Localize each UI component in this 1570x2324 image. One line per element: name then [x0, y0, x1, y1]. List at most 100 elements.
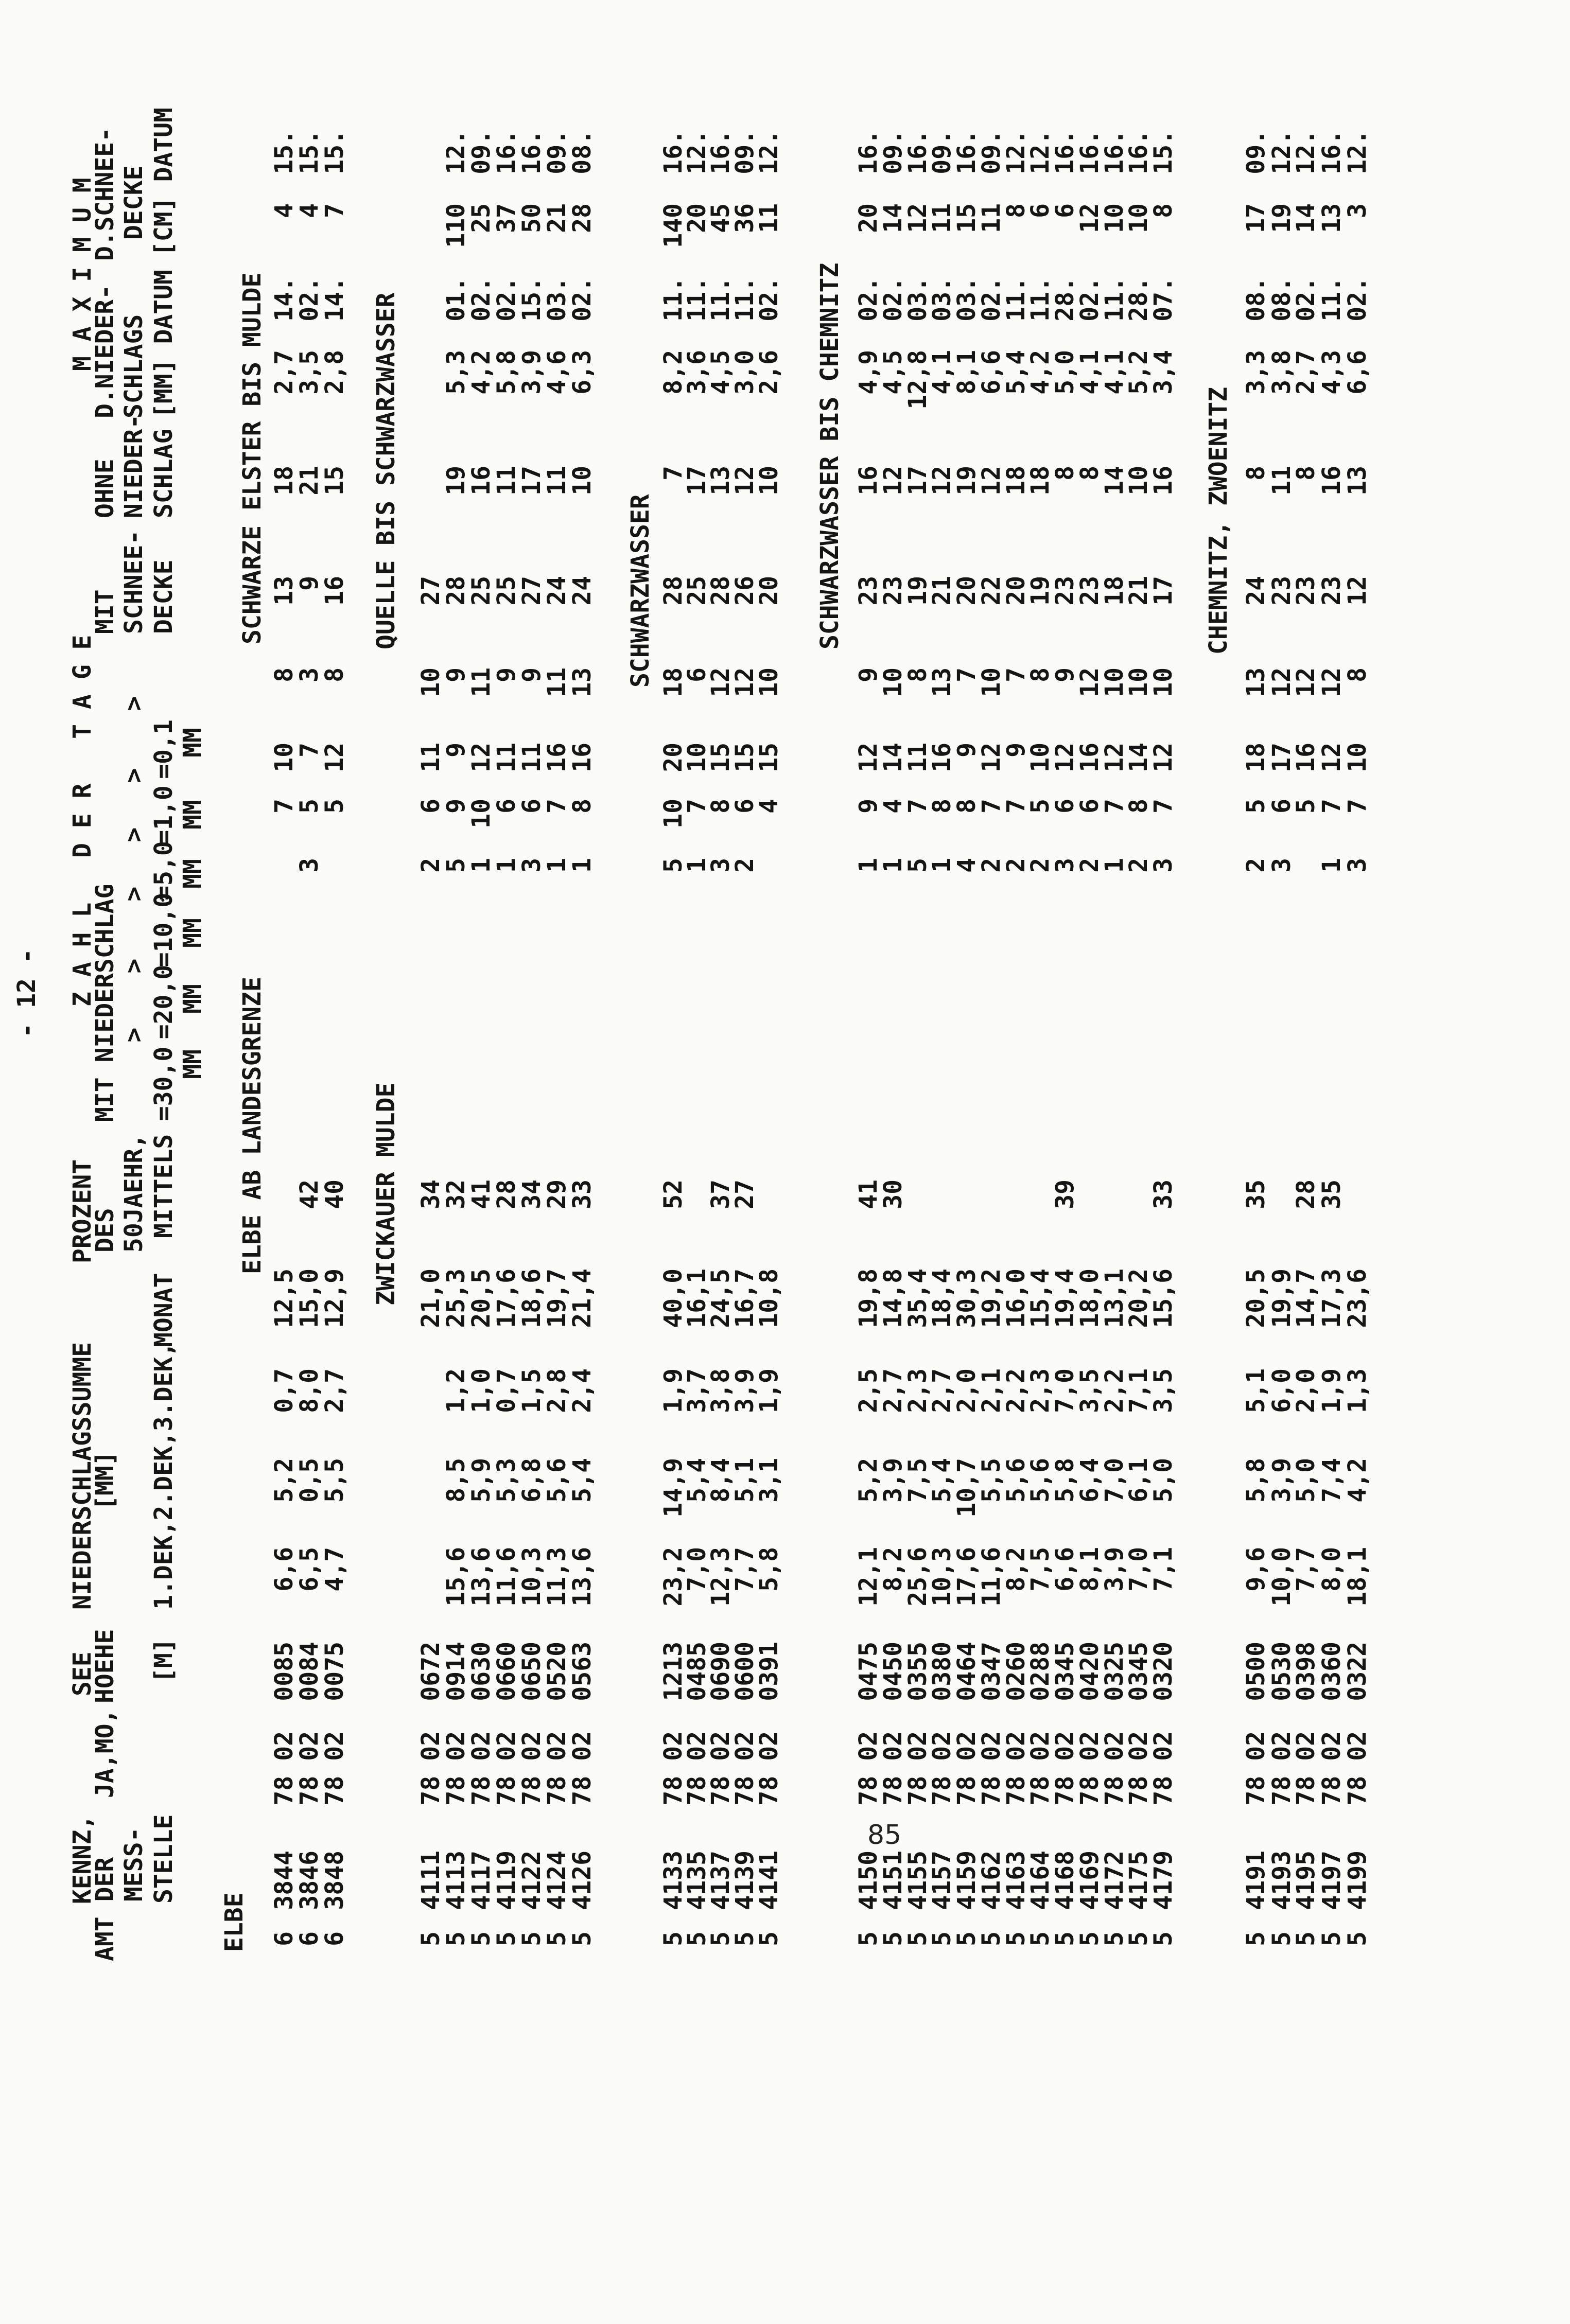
cell-seehoehe: 0485: [683, 1642, 711, 1701]
cell-max-schneedecke: 10: [1100, 203, 1129, 233]
cell-dek3: 1,0: [467, 1368, 496, 1413]
cell-max-niederschlag: 12,8: [903, 350, 932, 410]
cell-tage-col1: 4: [952, 858, 981, 873]
cell-max-niederschlag: 3,0: [730, 350, 759, 395]
cell-monat: 17,3: [1317, 1269, 1346, 1328]
cell-seehoehe: 0075: [320, 1642, 349, 1701]
cell-seehoehe: 0345: [1124, 1642, 1153, 1701]
cell-monat: 25,3: [442, 1269, 470, 1328]
threshold-sym: >: [119, 696, 148, 711]
cell-tage-col2: 6: [492, 799, 521, 814]
cell-dek2: 5,4: [683, 1458, 711, 1503]
cell-ja-mo: 78 02: [517, 1731, 546, 1806]
cell-messstelle: 4135: [683, 1851, 711, 1910]
cell-tage-col4: 12: [1317, 667, 1346, 697]
cell-max-schneedecke: 13: [1317, 203, 1346, 233]
cell-ohne-niederschlag: 8: [1075, 466, 1104, 481]
cell-messstelle: 4172: [1100, 1851, 1129, 1910]
cell-kennz: 5: [1124, 1931, 1153, 1946]
cell-max-niederschlag: 3,5: [295, 350, 324, 395]
cell-ja-mo: 78 02: [543, 1731, 571, 1806]
cell-messstelle: 4197: [1317, 1851, 1346, 1910]
cell-max-niederschlag-datum: 08.: [1267, 277, 1296, 322]
cell-max-schneedecke-datum: 16.: [1075, 130, 1104, 174]
cell-max-schneedecke-datum: 15.: [270, 130, 299, 174]
cell-dek3: 1,9: [755, 1368, 783, 1413]
cell-dek3: 1,5: [517, 1368, 546, 1413]
cell-seehoehe: 0914: [442, 1642, 470, 1701]
cell-tage-col3: 12: [1051, 743, 1079, 772]
cell-dek2: 5,6: [1026, 1458, 1055, 1503]
cell-messstelle: 4139: [730, 1851, 759, 1910]
cell-tage-col4: 10: [1124, 667, 1153, 697]
cell-max-niederschlag-datum: 03.: [952, 277, 981, 322]
cell-monat: 40,0: [659, 1269, 688, 1328]
cell-tage-col3: 10: [1026, 743, 1055, 772]
cell-dek2: 7,0: [1100, 1458, 1129, 1503]
cell-dek2: 8,5: [442, 1458, 470, 1503]
cell-dek3: 8,0: [295, 1368, 324, 1413]
cell-seehoehe: 0355: [903, 1642, 932, 1701]
cell-mit-schneedecke: 24: [543, 576, 571, 606]
cell-tage-col2: 8: [1124, 799, 1153, 814]
cell-messstelle: 4193: [1267, 1851, 1296, 1910]
cell-dek1: 6,6: [1051, 1547, 1079, 1592]
cell-ohne-niederschlag: 15: [320, 466, 349, 496]
cell-tage-col2: 5: [320, 799, 349, 814]
cell-max-niederschlag-datum: 02.: [467, 277, 496, 322]
cell-monat: 13,1: [1100, 1269, 1129, 1328]
threshold-sym: >: [119, 768, 148, 783]
cell-mit-schneedecke: 23: [1267, 576, 1296, 606]
cell-max-schneedecke-datum: 12.: [683, 130, 711, 174]
cell-tage-col4: 8: [1343, 667, 1372, 682]
cell-max-schneedecke-datum: 16.: [952, 130, 981, 174]
cell-messstelle: 4168: [1051, 1851, 1079, 1910]
cell-kennz: 5: [1242, 1931, 1270, 1946]
cell-kennz: 5: [854, 1931, 883, 1946]
cell-max-schneedecke: 8: [1149, 203, 1178, 218]
cell-max-niederschlag-datum: 02.: [568, 277, 597, 322]
cell-seehoehe: 0380: [928, 1642, 956, 1701]
cell-ja-mo: 78 02: [416, 1731, 445, 1806]
cell-monat: 18,4: [928, 1269, 956, 1328]
cell-ohne-niederschlag: 7: [659, 466, 688, 481]
cell-tage-col4: 9: [517, 667, 546, 682]
cell-max-niederschlag-datum: 02.: [1343, 277, 1372, 322]
cell-dek2: 5,2: [854, 1458, 883, 1503]
cell-tage-col2: 8: [568, 799, 597, 814]
cell-tage-col4: 10: [1100, 667, 1129, 697]
cell-ja-mo: 78 02: [295, 1731, 324, 1806]
cell-tage-col4: 13: [928, 667, 956, 697]
cell-seehoehe: 0085: [270, 1642, 299, 1701]
cell-tage-col3: 14: [879, 743, 908, 772]
cell-ja-mo: 78 02: [928, 1731, 956, 1806]
cell-seehoehe: 0530: [1267, 1642, 1296, 1701]
threshold-val: =30,0: [149, 1046, 178, 1121]
cell-tage-col4: 3: [295, 667, 324, 682]
cell-ja-mo: 78 02: [977, 1731, 1006, 1806]
cell-prozent: 35: [1317, 1179, 1346, 1209]
cell-max-schneedecke-datum: 16.: [854, 130, 883, 174]
cell-seehoehe: 0464: [952, 1642, 981, 1701]
threshold-sym: >: [119, 1027, 148, 1043]
cell-dek3: 7,0: [1051, 1368, 1079, 1413]
cell-tage-col2: 5: [1242, 799, 1270, 814]
cell-max-niederschlag: 5,4: [1002, 350, 1031, 395]
group-title: ELBE: [220, 1892, 249, 1952]
header-hoehe-unit: [M]: [149, 1638, 178, 1683]
cell-max-schneedecke: 4: [295, 203, 324, 218]
cell-tage-col4: 10: [977, 667, 1006, 697]
cell-max-niederschlag-datum: 11.: [1317, 277, 1346, 322]
cell-ohne-niederschlag: 18: [1026, 466, 1055, 496]
cell-kennz: 5: [730, 1931, 759, 1946]
cell-kennz: 5: [1317, 1931, 1346, 1946]
cell-max-schneedecke: 36: [730, 203, 759, 233]
cell-dek2: 5,1: [730, 1458, 759, 1503]
cell-ja-mo: 78 02: [730, 1731, 759, 1806]
cell-max-schneedecke-datum: 09.: [977, 130, 1006, 174]
cell-messstelle: 4162: [977, 1851, 1006, 1910]
cell-tage-col1: 2: [977, 858, 1006, 873]
cell-tage-col1: 5: [903, 858, 932, 873]
cell-kennz: 5: [543, 1931, 571, 1946]
cell-seehoehe: 0500: [1242, 1642, 1270, 1701]
